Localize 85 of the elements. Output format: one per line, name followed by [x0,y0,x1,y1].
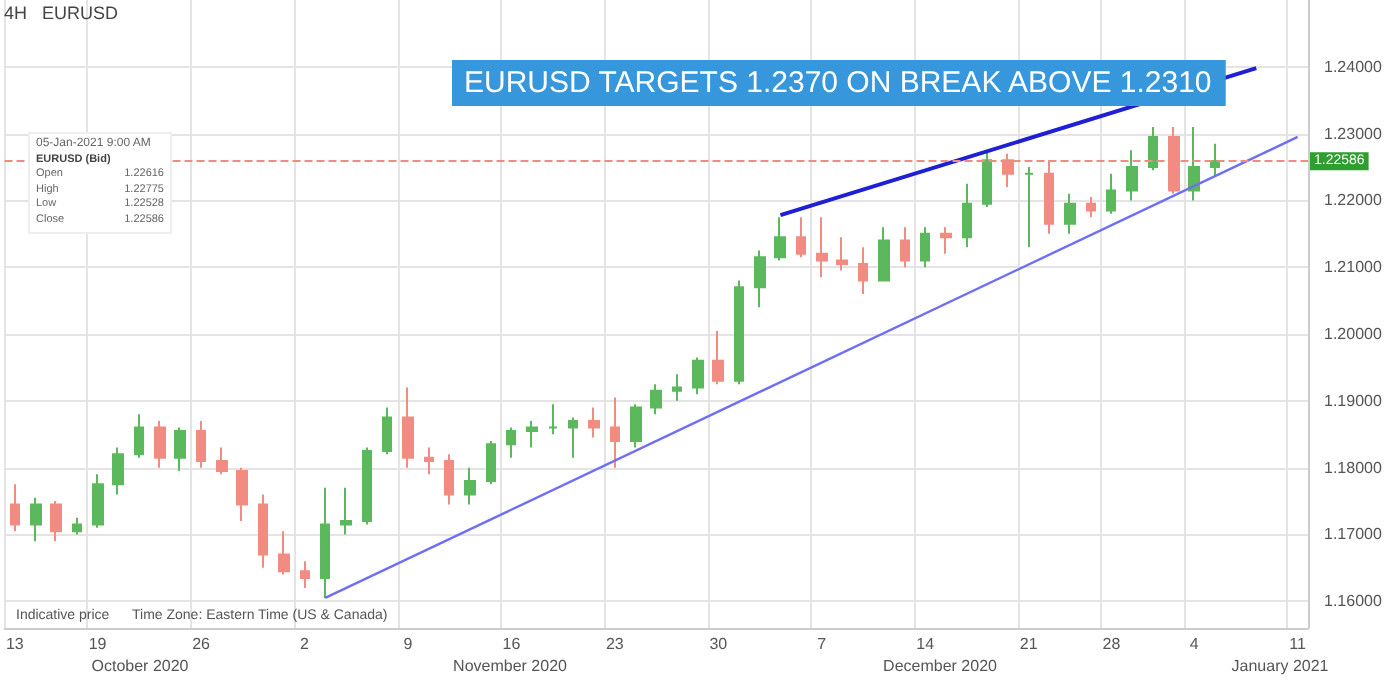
y-tick-label: 1.23000 [1324,124,1383,143]
candlestick [982,149,992,209]
candlestick [548,403,558,436]
candlestick [900,226,910,269]
candlestick [486,439,496,486]
candlestick [174,426,186,472]
x-tick-label: 26 [192,635,212,653]
candlestick [630,403,642,449]
candlestick [1148,125,1158,172]
candlestick [734,279,744,386]
candlestick [92,473,104,529]
candlestick [72,516,82,536]
candlestick [1106,172,1116,215]
candlestick [1188,125,1200,202]
candlestick [1126,149,1138,202]
candlestick [796,216,806,259]
candlestick [112,446,124,496]
x-tick-label: 28 [1102,635,1122,653]
candlestick [382,406,392,456]
x-tick-label: 7 [817,635,828,653]
y-tick-label: 1.19000 [1324,391,1383,410]
x-tick-label: 21 [1019,635,1039,653]
candlestick [588,406,600,439]
chart-subtitle: 4H EURUSD [4,3,120,23]
candlestick [962,182,972,249]
x-tick-label: 4 [1189,635,1200,653]
candlestick [464,466,476,506]
y-tick-label: 1.24000 [1324,57,1383,76]
text: December 2020 [883,657,999,675]
x-tick-label: 16 [502,635,522,653]
candlestick [134,413,144,459]
text: October 2020 [91,657,190,675]
x-tick-label: 9 [403,635,414,653]
candlestick [774,216,786,262]
candlestick [712,329,724,386]
candlestick [320,486,330,599]
candlestick [754,249,766,309]
candlestick [1024,166,1034,249]
candlestick [672,373,682,402]
candlestick [362,446,372,526]
candlestick [300,560,310,589]
candlestick [878,226,890,282]
candlestick [196,419,206,469]
candlestick [424,446,434,476]
x-tick-label: 23 [605,635,625,653]
y-tick-label: 1.21000 [1324,258,1383,277]
candlestick [940,226,952,255]
candlestick [340,486,352,536]
x-tick-label: 30 [709,635,729,653]
y-tick-label: 1.20000 [1324,325,1383,344]
y-tick-label: 1.22000 [1324,191,1383,210]
candlestick [816,216,828,279]
x-tick-label: 13 [5,635,25,653]
candlestick [154,419,166,469]
y-tick-label: 1.18000 [1324,458,1383,477]
candlestick [506,426,516,459]
x-tick-label: 19 [88,635,108,653]
candlestick [568,416,578,459]
candlestick [278,530,290,576]
candlestick [920,226,930,269]
y-tick-label: 1.16000 [1324,592,1383,611]
candlestick [1064,192,1076,235]
candlestick [692,356,704,396]
candlestick [650,383,662,416]
candlestick [50,500,62,543]
candlestick [1210,142,1220,179]
candlestick [526,419,538,449]
candlestick [610,396,620,469]
candlestick [858,246,868,295]
candlestick [258,493,268,569]
x-tick-label: 14 [916,635,936,653]
x-tick-label: 11 [1289,635,1308,653]
candlestick [236,466,248,523]
x-tick-label: 2 [300,635,311,653]
candlestick [216,446,228,476]
text: January 2021 [1231,657,1330,675]
candlestick [30,496,42,543]
y-tick-label: 1.17000 [1324,525,1383,544]
text: November 2020 [453,657,569,675]
text: EURUSD TARGETS 1.2370 ON BREAK ABOVE 1.2310 [464,66,1212,100]
candlestick [10,483,20,533]
candlestick [1086,196,1096,219]
candlestick [402,386,414,469]
candlestick [836,236,848,272]
candlestick [444,453,454,506]
